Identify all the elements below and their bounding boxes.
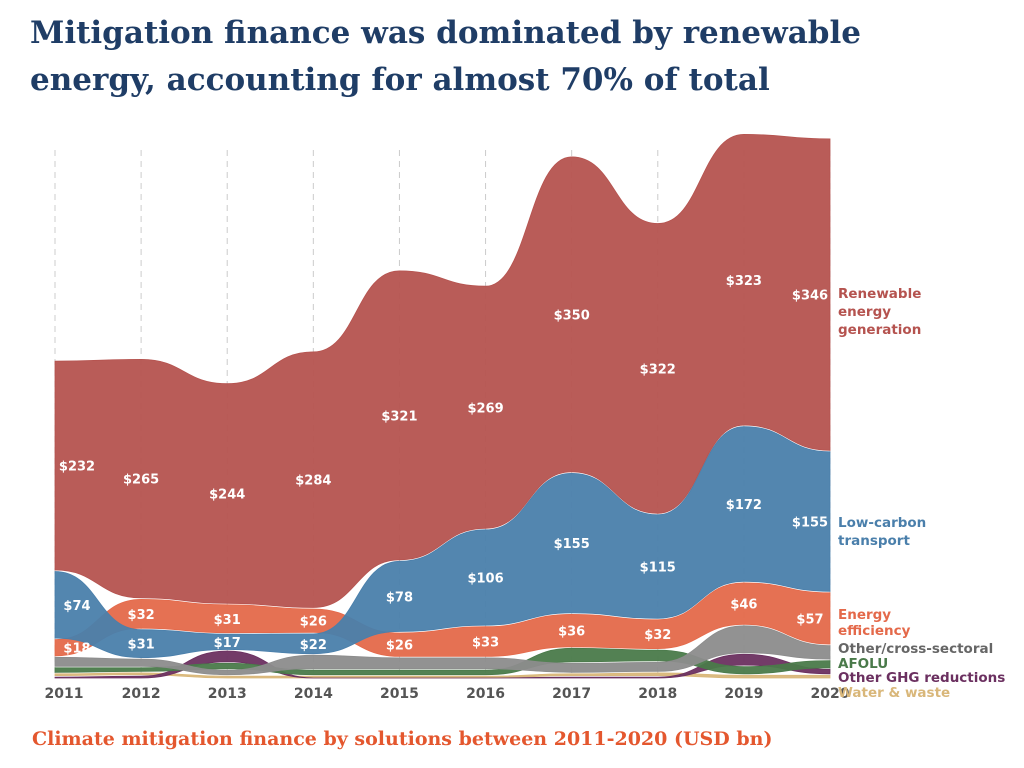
data-label: $346 — [792, 289, 828, 304]
legend-label: Other/cross-sectoral — [838, 641, 993, 657]
data-label: $155 — [792, 516, 828, 531]
data-label: $78 — [386, 590, 413, 605]
data-label: $46 — [730, 598, 757, 613]
area-other-cross-sectoral — [54, 625, 831, 676]
data-label: $31 — [128, 638, 155, 653]
data-label: $321 — [381, 409, 417, 424]
legend-label: Water & waste — [838, 685, 950, 701]
data-label: $232 — [59, 460, 95, 475]
data-label: $22 — [300, 638, 327, 653]
chart-subtitle: Climate mitigation finance by solutions … — [32, 728, 773, 750]
area-renewable-energy-generation — [54, 133, 831, 608]
data-label: $244 — [209, 488, 245, 503]
area-low-carbon-transport — [54, 426, 831, 659]
x-tick-label: 2012 — [122, 686, 161, 702]
x-tick-label: 2019 — [724, 686, 763, 702]
area-energy-efficiency — [54, 582, 831, 657]
data-label: $265 — [123, 473, 159, 488]
data-label: $57 — [796, 612, 823, 627]
x-tick-label: 2017 — [552, 686, 591, 702]
data-label: $172 — [726, 498, 762, 513]
data-label: $32 — [644, 628, 671, 643]
data-label: $350 — [554, 308, 590, 323]
data-label: $26 — [386, 639, 413, 654]
x-tick-label: 2011 — [45, 686, 84, 702]
data-label: $33 — [472, 636, 499, 651]
data-label: $323 — [726, 274, 762, 289]
data-label: $31 — [214, 613, 241, 628]
legend-label: Renewable energy generation — [838, 286, 921, 338]
legend-label: Energy efficiency — [838, 607, 911, 639]
legend-label: Low-carbon transport — [838, 515, 926, 549]
legend-label: Other GHG reductions — [838, 670, 1005, 686]
x-tick-label: 2016 — [466, 686, 505, 702]
data-label: $32 — [128, 608, 155, 623]
page-title: Mitigation finance was dominated by rene… — [30, 15, 861, 98]
data-label: $115 — [640, 561, 676, 576]
data-label: $18 — [63, 642, 90, 657]
area-afolu — [54, 647, 831, 676]
data-label: $269 — [467, 401, 503, 416]
data-label: $17 — [214, 636, 241, 651]
x-tick-label: 2020 — [811, 686, 850, 702]
x-tick-label: 2014 — [294, 686, 333, 702]
x-tick-label: 2013 — [208, 686, 247, 702]
area-other-ghg-reductions — [54, 650, 831, 679]
x-tick-label: 2015 — [380, 686, 419, 702]
legend-label: AFOLU — [838, 656, 888, 672]
x-tick-label: 2018 — [638, 686, 677, 702]
data-label: $322 — [640, 362, 676, 377]
data-label: $26 — [300, 615, 327, 630]
data-label: $106 — [467, 572, 503, 587]
data-label: $284 — [295, 474, 331, 489]
data-label: $74 — [63, 599, 90, 614]
data-label: $36 — [558, 625, 585, 640]
data-label: $155 — [554, 537, 590, 552]
